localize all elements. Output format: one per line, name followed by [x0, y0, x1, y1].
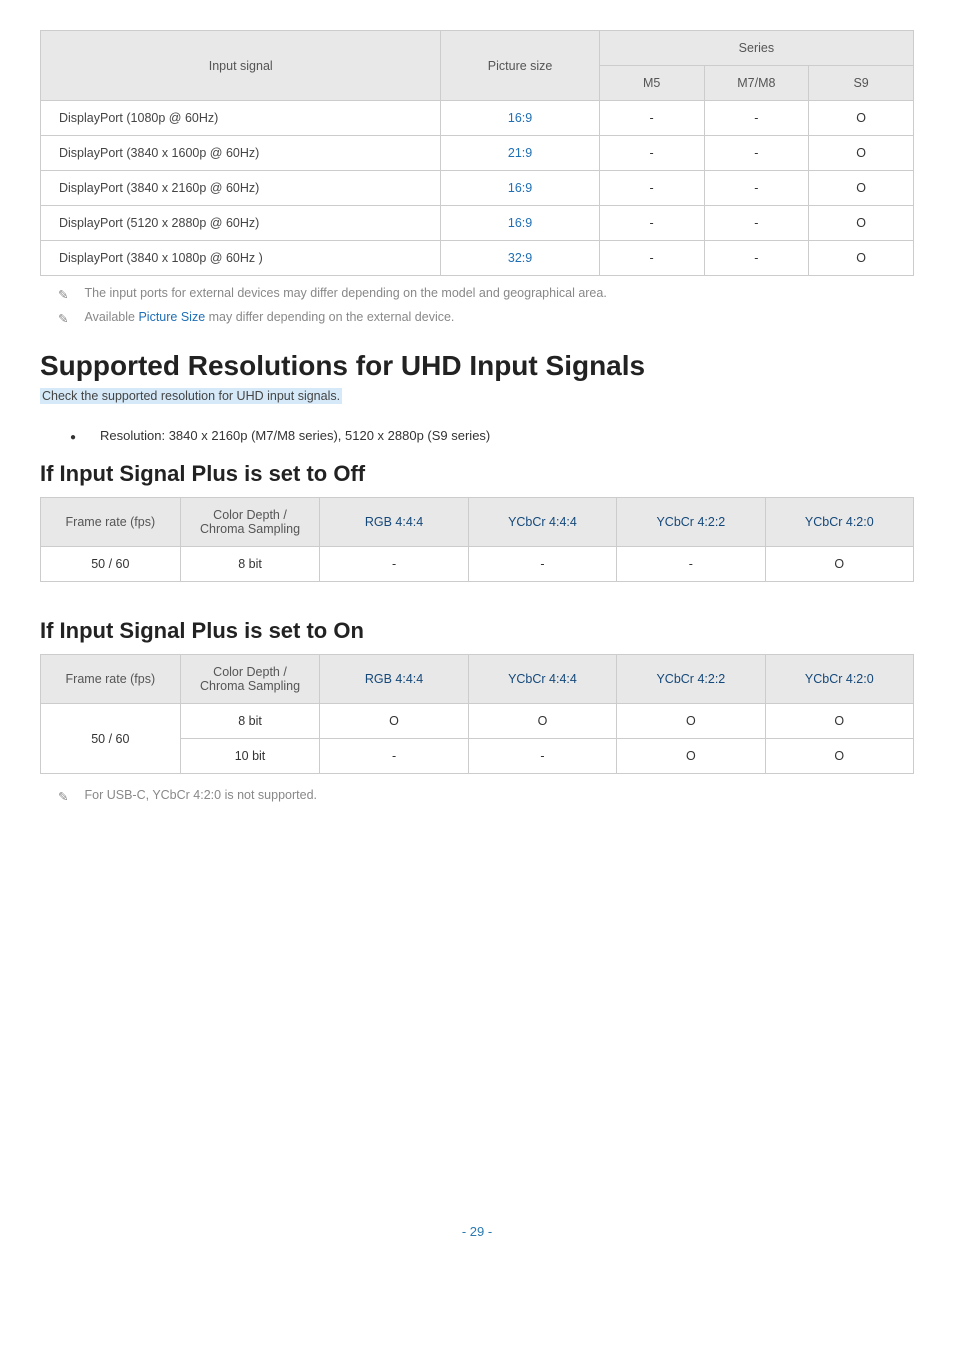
- table-row: 50 / 60 8 bit O O O O: [41, 704, 914, 739]
- header-color-depth: Color Depth / Chroma Sampling: [180, 655, 320, 704]
- cell-y422: O: [617, 739, 765, 774]
- pen-icon: ✎: [58, 789, 68, 804]
- header-y420: YCbCr 4:2:0: [765, 498, 913, 547]
- cell-m5: -: [599, 136, 704, 171]
- cell-fps: 50 / 60: [41, 704, 181, 774]
- cell-size: 32:9: [441, 241, 599, 276]
- cell-rgb: -: [320, 547, 468, 582]
- cell-y444: -: [468, 739, 616, 774]
- cell-m5: -: [599, 241, 704, 276]
- cell-fps: 50 / 60: [41, 547, 181, 582]
- table-row: DisplayPort (3840 x 1080p @ 60Hz ) 32:9 …: [41, 241, 914, 276]
- cell-y420: O: [765, 739, 913, 774]
- header-frame-rate: Frame rate (fps): [41, 498, 181, 547]
- input-signal-table: Input signal Picture size Series M5 M7/M…: [40, 30, 914, 276]
- cell-rgb: O: [320, 704, 468, 739]
- note-text: Available Picture Size may differ depend…: [84, 310, 454, 324]
- page-number: - 29 -: [40, 1224, 914, 1239]
- cell-depth: 10 bit: [180, 739, 320, 774]
- header-series: Series: [599, 31, 913, 66]
- cell-m7m8: -: [704, 206, 809, 241]
- cell-y422: O: [617, 704, 765, 739]
- header-y444: YCbCr 4:4:4: [468, 498, 616, 547]
- cell-y444: -: [468, 547, 616, 582]
- cell-size: 16:9: [441, 206, 599, 241]
- header-rgb: RGB 4:4:4: [320, 498, 468, 547]
- cell-m5: -: [599, 171, 704, 206]
- cell-size: 16:9: [441, 101, 599, 136]
- note-post: may differ depending on the external dev…: [205, 310, 454, 324]
- main-heading: Supported Resolutions for UHD Input Sign…: [40, 350, 914, 382]
- table-row: DisplayPort (3840 x 2160p @ 60Hz) 16:9 -…: [41, 171, 914, 206]
- table-row: DisplayPort (5120 x 2880p @ 60Hz) 16:9 -…: [41, 206, 914, 241]
- signal-on-table: Frame rate (fps) Color Depth / Chroma Sa…: [40, 654, 914, 774]
- header-frame-rate: Frame rate (fps): [41, 655, 181, 704]
- table-row: DisplayPort (3840 x 1600p @ 60Hz) 21:9 -…: [41, 136, 914, 171]
- cell-m5: -: [599, 101, 704, 136]
- bullet-text: Resolution: 3840 x 2160p (M7/M8 series),…: [100, 428, 490, 443]
- cell-s9: O: [809, 171, 914, 206]
- note-text: The input ports for external devices may…: [84, 286, 606, 300]
- header-y422: YCbCr 4:2:2: [617, 498, 765, 547]
- cell-rgb: -: [320, 739, 468, 774]
- cell-m7m8: -: [704, 136, 809, 171]
- pen-icon: ✎: [58, 311, 68, 326]
- table-row: DisplayPort (1080p @ 60Hz) 16:9 - - O: [41, 101, 914, 136]
- header-s9: S9: [809, 66, 914, 101]
- header-m5: M5: [599, 66, 704, 101]
- cell-s9: O: [809, 136, 914, 171]
- cell-depth: 8 bit: [180, 704, 320, 739]
- cell-s9: O: [809, 241, 914, 276]
- cell-m5: -: [599, 206, 704, 241]
- cell-m7m8: -: [704, 241, 809, 276]
- header-rgb: RGB 4:4:4: [320, 655, 468, 704]
- note-line: ✎ For USB-C, YCbCr 4:2:0 is not supporte…: [58, 788, 914, 804]
- cell-m7m8: -: [704, 171, 809, 206]
- header-y444: YCbCr 4:4:4: [468, 655, 616, 704]
- header-color-depth: Color Depth / Chroma Sampling: [180, 498, 320, 547]
- header-picture-size: Picture size: [441, 31, 599, 101]
- cell-s9: O: [809, 206, 914, 241]
- table-row: 50 / 60 8 bit - - - O: [41, 547, 914, 582]
- cell-y420: O: [765, 547, 913, 582]
- cell-signal: DisplayPort (3840 x 1600p @ 60Hz): [41, 136, 441, 171]
- cell-signal: DisplayPort (3840 x 2160p @ 60Hz): [41, 171, 441, 206]
- cell-signal: DisplayPort (1080p @ 60Hz): [41, 101, 441, 136]
- cell-y420: O: [765, 704, 913, 739]
- cell-y422: -: [617, 547, 765, 582]
- header-y420: YCbCr 4:2:0: [765, 655, 913, 704]
- cell-size: 21:9: [441, 136, 599, 171]
- cell-m7m8: -: [704, 101, 809, 136]
- header-m7m8: M7/M8: [704, 66, 809, 101]
- bullet-item: ● Resolution: 3840 x 2160p (M7/M8 series…: [70, 428, 914, 443]
- note-text: For USB-C, YCbCr 4:2:0 is not supported.: [84, 788, 317, 802]
- note-pre: Available: [84, 310, 138, 324]
- cell-s9: O: [809, 101, 914, 136]
- cell-size: 16:9: [441, 171, 599, 206]
- pen-icon: ✎: [58, 287, 68, 302]
- cell-signal: DisplayPort (3840 x 1080p @ 60Hz ): [41, 241, 441, 276]
- signal-off-table: Frame rate (fps) Color Depth / Chroma Sa…: [40, 497, 914, 582]
- note-line: ✎ Available Picture Size may differ depe…: [58, 310, 914, 326]
- subheading-on: If Input Signal Plus is set to On: [40, 618, 914, 644]
- cell-depth: 8 bit: [180, 547, 320, 582]
- note-line: ✎ The input ports for external devices m…: [58, 286, 914, 302]
- cell-y444: O: [468, 704, 616, 739]
- cell-signal: DisplayPort (5120 x 2880p @ 60Hz): [41, 206, 441, 241]
- subheading-off: If Input Signal Plus is set to Off: [40, 461, 914, 487]
- bullet-icon: ●: [70, 432, 76, 443]
- highlight-text: Check the supported resolution for UHD i…: [40, 388, 342, 404]
- header-input-signal: Input signal: [41, 31, 441, 101]
- picture-size-link[interactable]: Picture Size: [138, 310, 205, 324]
- header-y422: YCbCr 4:2:2: [617, 655, 765, 704]
